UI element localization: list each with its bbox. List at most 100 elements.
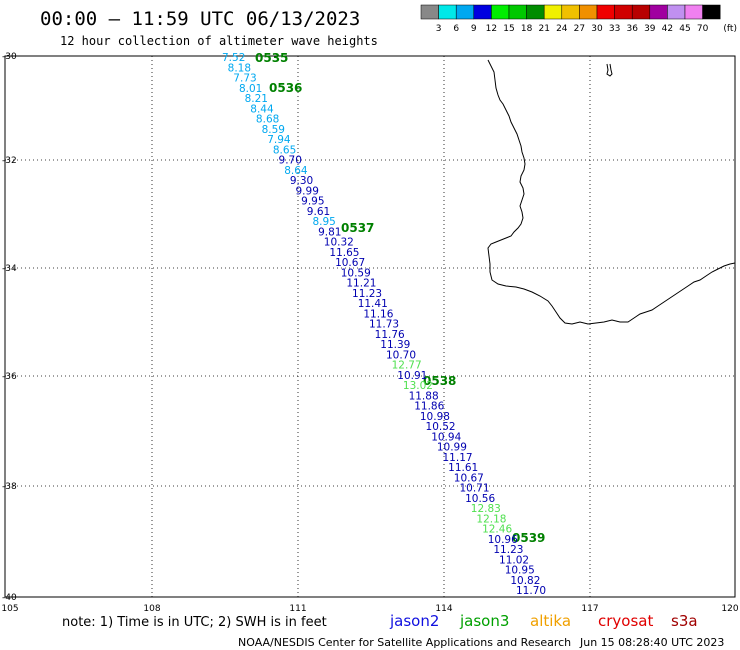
page-subtitle: 12 hour collection of altimeter wave hei… — [60, 34, 378, 48]
satellite-name: cryosat — [598, 612, 653, 630]
satellite-legend: jason2 jason3 altika cryosat s3a — [389, 612, 698, 630]
legend-swatch — [473, 4, 492, 20]
pass-label: 0536 — [269, 81, 302, 95]
swh-observation: 10.95 — [505, 565, 535, 577]
swh-observation: 10.70 — [386, 349, 416, 361]
legend-swatch — [438, 4, 457, 20]
swh-observation: 11.73 — [369, 319, 399, 331]
swh-observation: 11.23 — [352, 288, 382, 300]
legend-label: 24 — [556, 24, 568, 34]
swh-observation: 10.71 — [459, 483, 489, 495]
legend-label: 30 — [591, 24, 603, 34]
legend-label: 12 — [486, 24, 497, 34]
coastline — [487, 59, 736, 325]
swh-observation: 10.52 — [426, 421, 456, 433]
legend-swatch — [508, 4, 527, 20]
lat-tick-label: -38 — [2, 482, 17, 492]
lat-tick-label: -32 — [2, 156, 17, 166]
legend-swatch — [614, 4, 633, 20]
swh-observation: 11.70 — [516, 585, 546, 597]
footer-credit: NOAA/NESDIS Center for Satellite Applica… — [238, 636, 571, 649]
pass-labels: 0535 0536 0537 0538 0539 — [255, 51, 545, 545]
swh-observation: 7.94 — [267, 134, 291, 146]
satellite-name: s3a — [671, 612, 698, 630]
legend-swatch — [420, 4, 439, 20]
swh-observation: 12.77 — [392, 360, 422, 372]
swh-observation: 10.67 — [335, 257, 365, 269]
legend-swatch — [596, 4, 615, 20]
legend-swatch — [702, 4, 721, 20]
swh-observation: 10.32 — [324, 237, 354, 249]
lon-tick-label: 117 — [581, 604, 598, 614]
swh-observation: 10.91 — [397, 370, 427, 382]
legend-label: 33 — [609, 24, 620, 34]
legend-swatch — [491, 4, 510, 20]
lon-tick-label: 111 — [289, 604, 306, 614]
legend-label: 3 — [436, 24, 442, 34]
swh-observation: 10.99 — [437, 442, 467, 454]
legend-label: 70 — [697, 24, 709, 34]
legend-swatch — [667, 4, 686, 20]
swh-observation: 8.65 — [273, 144, 296, 156]
swh-observation: 10.82 — [510, 575, 540, 587]
pass-label: 0539 — [512, 531, 545, 545]
legend-swatch — [561, 4, 580, 20]
swh-observation: 9.99 — [296, 185, 319, 197]
lon-tick-label: 114 — [435, 604, 452, 614]
swh-observation: 8.18 — [228, 62, 251, 74]
legend-label: 15 — [503, 24, 514, 34]
legend-label: 27 — [574, 24, 585, 34]
swh-observation: 11.86 — [414, 401, 444, 413]
footer-timestamp: Jun 15 08:28:40 UTC 2023 — [579, 636, 724, 649]
lat-tick-label: -30 — [2, 52, 17, 62]
lat-tick-label: -34 — [2, 264, 17, 274]
swh-observation: 8.01 — [239, 83, 262, 95]
pass-label: 0538 — [423, 374, 456, 388]
swh-observation: 11.16 — [363, 308, 393, 320]
swh-observation: 10.59 — [341, 267, 371, 279]
legend-label: (ft) — [723, 24, 737, 34]
swh-observation: 10.96 — [488, 534, 518, 546]
legend-label: 39 — [644, 24, 656, 34]
swh-observation: 13.02 — [403, 380, 433, 392]
legend-swatch — [631, 4, 651, 20]
legend-label: 6 — [453, 24, 459, 34]
swh-observation: 8.44 — [250, 103, 274, 115]
legend-swatch — [579, 4, 598, 20]
swh-observation: 11.41 — [358, 298, 388, 310]
lon-tick-label: 120 — [721, 604, 738, 614]
pass-label: 0537 — [341, 221, 374, 235]
swh-observation: 8.68 — [256, 114, 279, 126]
swh-observation: 11.65 — [329, 247, 359, 259]
color-scale-legend: 3 6 9 12 15 18 21 24 27 30 33 36 39 42 45 70 (ft) — [420, 4, 737, 34]
swh-observation: 10.67 — [454, 472, 484, 484]
lon-tick-label: 108 — [143, 604, 160, 614]
swh-observation: 11.17 — [443, 452, 473, 464]
legend-label: 21 — [538, 24, 549, 34]
satellite-name: jason3 — [459, 612, 509, 630]
legend-label: 45 — [679, 24, 690, 34]
page-title: 00:00 – 11:59 UTC 06/13/2023 — [40, 8, 360, 30]
swh-observation: 12.18 — [476, 513, 506, 525]
observation-track: 7.528.187.738.018.218.448.688.597.948.65… — [222, 52, 546, 597]
legend-label: 9 — [471, 24, 477, 34]
graticule: 105 108 111 114 117 120 -30 -32 -34 -36 -38 -40 — [1, 52, 738, 614]
swh-observation: 11.21 — [346, 278, 376, 290]
swh-observation: 8.59 — [262, 124, 285, 136]
swh-observation: 11.23 — [493, 544, 523, 556]
lon-tick-label: 105 — [1, 604, 18, 614]
satellite-name: altika — [530, 612, 571, 630]
swh-observation: 10.98 — [420, 411, 450, 423]
swh-observation: 12.46 — [482, 524, 512, 536]
swh-observation: 10.94 — [431, 431, 461, 443]
swh-observation: 8.21 — [245, 93, 268, 105]
swh-observation: 7.73 — [233, 73, 256, 85]
swh-observation: 11.76 — [375, 329, 405, 341]
legend-label: 36 — [626, 24, 638, 34]
swh-observation: 9.70 — [279, 155, 302, 167]
legend-swatch — [684, 4, 703, 20]
legend-swatch — [649, 4, 668, 20]
swh-observation: 10.56 — [465, 493, 495, 505]
legend-swatch — [543, 4, 563, 20]
swh-observation: 9.30 — [290, 175, 313, 187]
